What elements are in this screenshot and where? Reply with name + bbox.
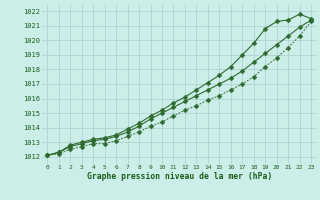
X-axis label: Graphe pression niveau de la mer (hPa): Graphe pression niveau de la mer (hPa)	[87, 172, 272, 181]
